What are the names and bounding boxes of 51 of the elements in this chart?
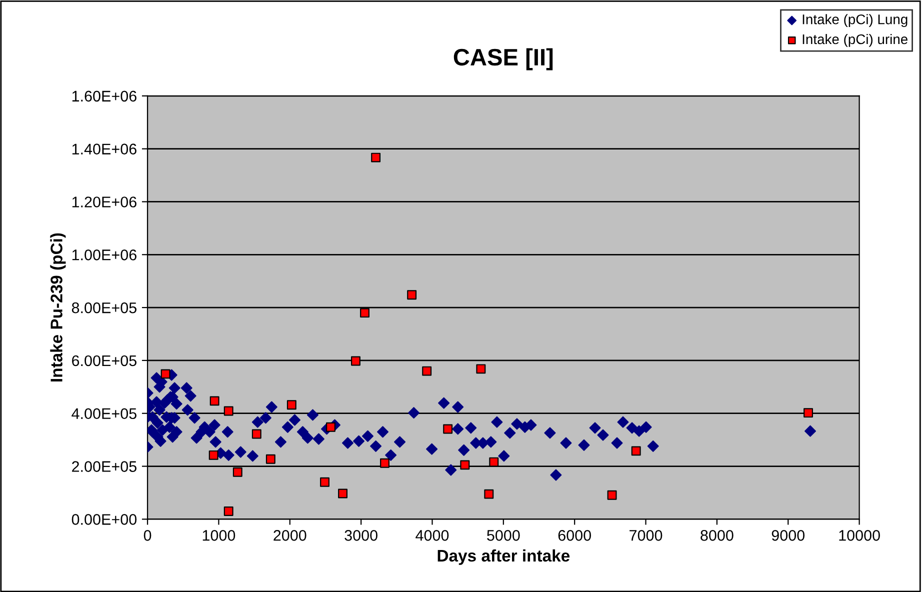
x-tick-label: 3000: [344, 530, 378, 541]
x-axis-title: Days after intake: [438, 549, 570, 565]
legend-label: Intake (pCi) urine: [802, 34, 908, 47]
point: [422, 366, 432, 376]
point: [489, 457, 499, 467]
y-tick-label: 0.00E+00: [72, 514, 137, 525]
y-tick-label: 1.00E+06: [72, 250, 136, 260]
point: [266, 454, 276, 464]
y-tick-label: 1.20E+06: [72, 196, 136, 208]
y-tick-label: 1.40E+06: [72, 144, 136, 154]
legend-label: Intake (pCi) Lung: [802, 14, 908, 28]
point: [252, 429, 262, 439]
x-tick-label: 2000: [274, 530, 306, 541]
x-tick-label: 10000: [839, 530, 880, 541]
point: [631, 446, 641, 456]
point: [320, 477, 330, 487]
point: [460, 460, 470, 470]
point: [371, 152, 381, 162]
chart-title: CASE [II]: [454, 48, 553, 70]
x-tick-label: 9000: [772, 530, 805, 541]
x-tick-label: 5000: [487, 530, 520, 541]
point: [804, 408, 813, 418]
x-tick-label: 1000: [202, 530, 236, 541]
point: [286, 400, 296, 410]
x-tick-label: 0: [144, 530, 152, 541]
point: [443, 424, 453, 434]
y-tick-label: 1.60E+06: [72, 90, 136, 102]
point: [326, 422, 336, 432]
point: [160, 369, 170, 379]
y-tick-label: 6.00E+05: [72, 355, 136, 366]
x-tick-label: 4000: [416, 530, 449, 541]
point: [407, 290, 417, 300]
point: [210, 396, 220, 406]
point: [380, 458, 390, 468]
point: [208, 450, 218, 460]
point: [338, 488, 348, 498]
x-tick-label: 6000: [558, 530, 591, 541]
y-tick-label: 4.00E+05: [72, 408, 136, 420]
point: [224, 506, 234, 516]
y-axis-title: Intake Pu-239 (pCi): [50, 233, 66, 382]
point: [484, 489, 494, 499]
x-tick-label: 8000: [700, 530, 734, 541]
point: [232, 467, 242, 477]
point: [224, 406, 234, 416]
y-tick-label: 2.00E+05: [72, 461, 136, 472]
point: [360, 308, 370, 318]
y-tick-label: 8.00E+05: [72, 302, 136, 314]
x-tick-label: 7000: [630, 530, 662, 541]
point: [607, 490, 617, 500]
point: [476, 364, 486, 374]
point: [350, 356, 360, 366]
